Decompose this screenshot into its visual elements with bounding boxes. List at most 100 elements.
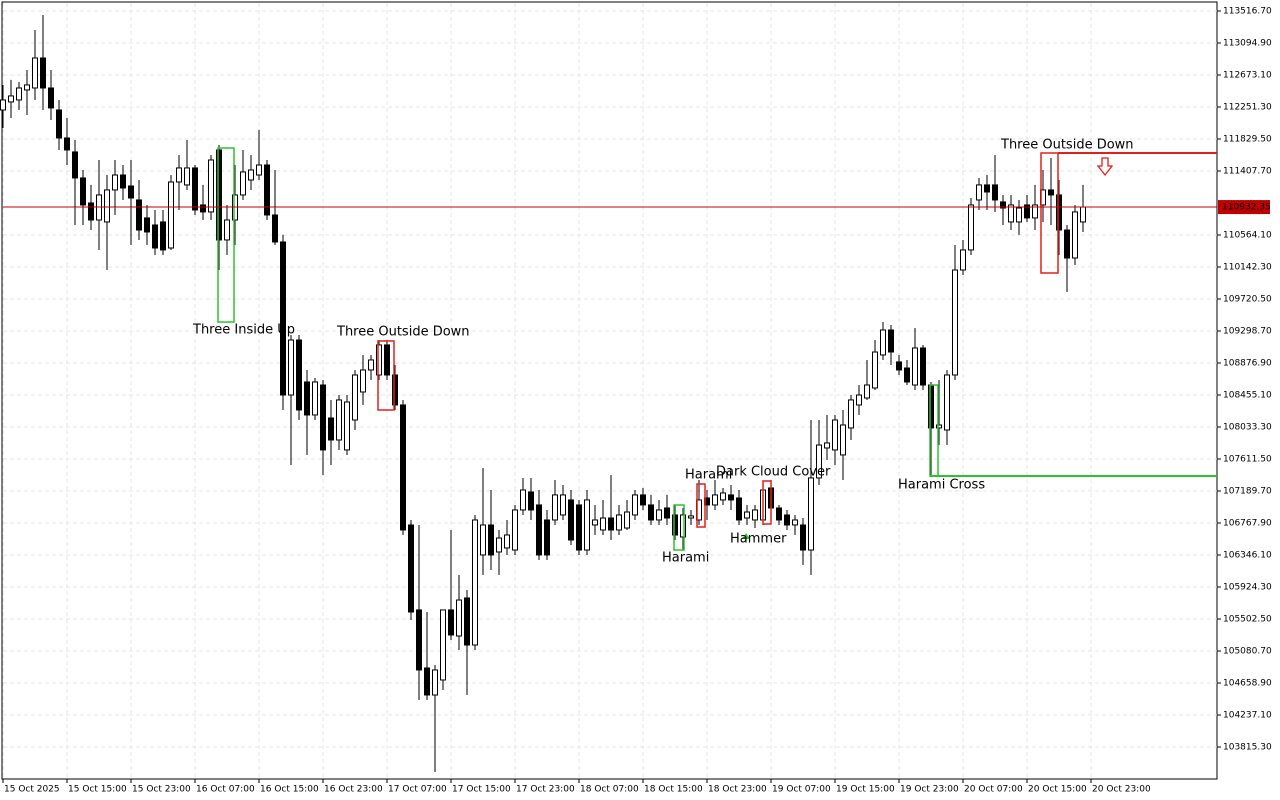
candle-body — [400, 404, 406, 531]
x-tick-label: 15 Oct 15:00 — [68, 785, 127, 795]
candle-body — [0, 99, 6, 111]
candle-body — [872, 351, 878, 389]
pattern-box — [217, 147, 235, 323]
candle-body — [952, 269, 958, 376]
candle-body — [104, 189, 110, 223]
candle-body — [968, 204, 974, 251]
candle-body — [880, 329, 886, 356]
x-tick-label: 16 Oct 15:00 — [260, 785, 319, 795]
candle-body — [1080, 206, 1086, 223]
candle-body — [712, 494, 718, 506]
pattern-label: Three Outside Down — [1000, 138, 1134, 153]
candle-body — [32, 57, 38, 89]
candle-body — [384, 344, 390, 376]
y-tick-label: 112251.30 — [1223, 102, 1272, 112]
y-tick-label: 111829.50 — [1223, 134, 1272, 144]
y-tick-label: 105502.50 — [1223, 615, 1272, 625]
candle-body — [600, 517, 606, 531]
candle-body — [168, 181, 174, 249]
candle-body — [1008, 204, 1014, 223]
candle-body — [1032, 204, 1038, 219]
candle-body — [1064, 229, 1070, 259]
candle-body — [16, 87, 22, 101]
candle-body — [816, 444, 822, 479]
candle-body — [984, 184, 990, 193]
x-tick-label: 20 Oct 23:00 — [1092, 785, 1151, 795]
candle-body — [976, 184, 982, 201]
candle-body — [752, 509, 758, 521]
candle-body — [128, 185, 134, 199]
pattern-label: Harami Cross — [898, 478, 985, 493]
candle-body — [368, 359, 374, 371]
candle-body — [720, 492, 726, 501]
candle-body — [328, 417, 334, 441]
last-price-label: 110932.35 — [1222, 203, 1271, 213]
candle-body — [640, 494, 646, 506]
candle-body — [944, 374, 950, 431]
y-tick-label: 111407.70 — [1223, 166, 1272, 176]
candle-body — [832, 419, 838, 451]
candle-body — [432, 669, 438, 696]
candle-body — [504, 534, 510, 549]
candle-body — [672, 514, 678, 536]
candle-body — [120, 174, 126, 189]
candle-body — [624, 511, 630, 529]
candle-body — [728, 494, 734, 501]
pattern-label: Three Inside Up — [192, 323, 295, 338]
y-tick-label: 109720.50 — [1223, 295, 1272, 305]
pattern-label: Hammer — [730, 532, 787, 547]
candle-body — [480, 524, 486, 556]
candle-body — [248, 169, 254, 181]
grid — [2, 3, 1217, 778]
y-tick-label: 107611.50 — [1223, 455, 1272, 465]
candle-body — [632, 494, 638, 516]
candle-body — [320, 384, 326, 451]
pattern-label: Dark Cloud Cover — [716, 465, 831, 480]
y-tick-label: 112673.10 — [1223, 70, 1272, 80]
y-tick-label: 105924.30 — [1223, 583, 1272, 593]
candle-body — [656, 509, 662, 521]
candle-body — [200, 204, 206, 213]
candle-body — [408, 524, 414, 613]
x-tick-label: 17 Oct 07:00 — [388, 785, 447, 795]
candle-body — [824, 442, 830, 449]
candle-body — [784, 514, 790, 526]
candle-body — [848, 399, 854, 429]
candle-body — [392, 374, 398, 406]
candle-body — [344, 401, 350, 451]
candle-body — [144, 217, 150, 233]
x-tick-label: 18 Oct 15:00 — [644, 785, 703, 795]
candle-body — [296, 339, 302, 411]
candle-body — [360, 369, 366, 393]
candle-body — [440, 609, 446, 681]
x-tick-label: 19 Oct 15:00 — [836, 785, 895, 795]
candle-body — [64, 137, 70, 151]
y-tick-label: 109298.70 — [1223, 327, 1272, 337]
candle-body — [472, 519, 478, 646]
x-tick-label: 15 Oct 2025 — [4, 785, 60, 795]
candle-body — [8, 95, 14, 103]
candle-body — [176, 167, 182, 183]
candle-body — [856, 394, 862, 406]
pattern-label: Three Outside Down — [336, 325, 470, 340]
candle-body — [912, 347, 918, 386]
x-tick-label: 15 Oct 23:00 — [132, 785, 191, 795]
candle-body — [1056, 194, 1062, 231]
last-price-box — [1218, 200, 1270, 215]
y-tick-label: 105080.70 — [1223, 647, 1272, 657]
y-tick-label: 108455.10 — [1223, 391, 1272, 401]
x-tick-label: 20 Oct 15:00 — [1028, 785, 1087, 795]
candle-body — [88, 202, 94, 221]
candle-body — [808, 477, 814, 551]
candle-body — [552, 494, 558, 521]
candle-body — [512, 509, 518, 551]
candle-body — [208, 159, 214, 213]
candle-body — [240, 171, 246, 196]
candle-body — [496, 537, 502, 553]
candle-body — [1048, 189, 1054, 196]
candle-body — [792, 519, 798, 526]
y-tick-label: 108033.30 — [1223, 423, 1272, 433]
y-tick-label: 110564.10 — [1223, 230, 1272, 240]
pattern-label: Harami — [662, 551, 709, 566]
